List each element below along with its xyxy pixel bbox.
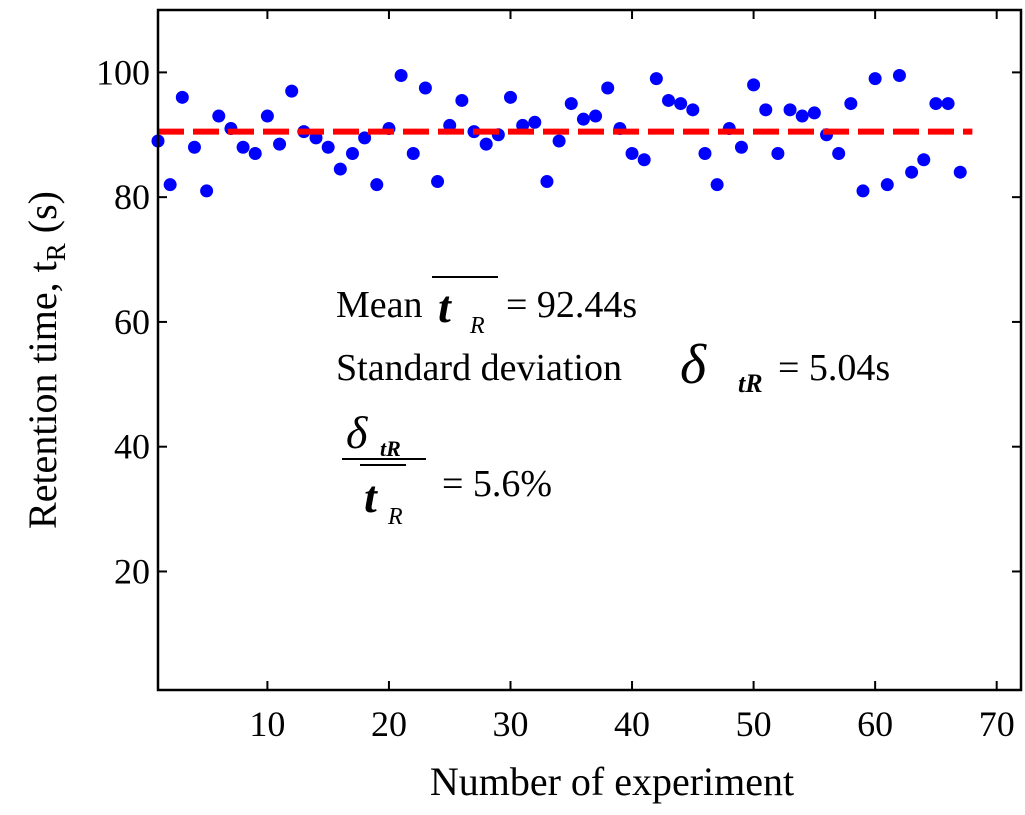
ratio-num-symbol: δ bbox=[346, 407, 368, 458]
y-axis-title-unit: (s) bbox=[20, 191, 65, 243]
data-point bbox=[358, 131, 372, 145]
data-point bbox=[564, 97, 578, 111]
data-point bbox=[175, 90, 189, 104]
data-point bbox=[832, 146, 846, 160]
data-point bbox=[528, 115, 542, 129]
mean-value: = 92.44s bbox=[506, 284, 637, 326]
data-point bbox=[807, 106, 821, 120]
data-point bbox=[479, 137, 493, 151]
x-tick-label: 50 bbox=[736, 704, 772, 744]
data-point bbox=[431, 175, 445, 189]
data-point bbox=[163, 178, 177, 192]
data-point bbox=[917, 153, 931, 167]
data-point bbox=[880, 178, 894, 192]
data-point bbox=[759, 103, 773, 117]
data-point bbox=[503, 90, 517, 104]
std-symbol: δ bbox=[680, 334, 707, 396]
data-point bbox=[710, 178, 724, 192]
data-point bbox=[686, 103, 700, 117]
annotation-mean: Mean t R = 92.44s bbox=[336, 276, 637, 339]
data-point bbox=[370, 178, 384, 192]
data-points bbox=[151, 69, 967, 198]
data-point bbox=[625, 146, 639, 160]
x-tick-label: 30 bbox=[492, 704, 528, 744]
axis-ticks: 10 20 30 40 50 60 70 20 40 60 80 100 bbox=[96, 10, 1021, 744]
data-point bbox=[674, 97, 688, 111]
data-point bbox=[795, 109, 809, 123]
data-point bbox=[856, 184, 870, 198]
y-tick-label: 20 bbox=[114, 551, 150, 591]
data-point bbox=[455, 93, 469, 107]
data-point bbox=[868, 72, 882, 86]
data-point bbox=[637, 153, 651, 167]
plot-frame bbox=[156, 8, 1023, 692]
x-tick-label: 40 bbox=[614, 704, 650, 744]
ratio-value: = 5.6% bbox=[442, 463, 552, 505]
ratio-den-symbol: t bbox=[364, 471, 378, 522]
data-point bbox=[333, 162, 347, 176]
data-point bbox=[236, 140, 250, 154]
y-axis-title-sub: R bbox=[41, 243, 71, 261]
data-point bbox=[698, 146, 712, 160]
mean-symbol: t bbox=[438, 281, 452, 332]
data-point bbox=[844, 97, 858, 111]
data-point bbox=[771, 146, 785, 160]
y-tick-label: 60 bbox=[114, 302, 150, 342]
x-tick-label: 10 bbox=[249, 704, 285, 744]
data-point bbox=[601, 81, 615, 95]
data-point bbox=[418, 81, 432, 95]
y-axis-title-main: Retention time, t bbox=[20, 261, 65, 529]
data-point bbox=[929, 97, 943, 111]
data-point bbox=[892, 69, 906, 83]
data-point bbox=[260, 109, 274, 123]
std-prefix: Standard deviation bbox=[336, 347, 622, 389]
data-point bbox=[905, 165, 919, 179]
data-point bbox=[649, 72, 663, 86]
data-point bbox=[747, 78, 761, 92]
x-tick-label: 60 bbox=[857, 704, 893, 744]
data-point bbox=[321, 140, 335, 154]
x-tick-label: 70 bbox=[979, 704, 1015, 744]
data-point bbox=[345, 146, 359, 160]
ratio-den-subscript: R bbox=[387, 504, 403, 530]
data-point bbox=[576, 112, 590, 126]
data-point bbox=[552, 134, 566, 148]
x-tick-label: 20 bbox=[371, 704, 407, 744]
y-tick-label: 80 bbox=[114, 177, 150, 217]
y-tick-label: 40 bbox=[114, 427, 150, 467]
std-subscript: tR bbox=[738, 369, 763, 398]
std-value: = 5.04s bbox=[778, 347, 890, 389]
data-point bbox=[285, 84, 299, 98]
data-point bbox=[187, 140, 201, 154]
data-point bbox=[248, 146, 262, 160]
data-point bbox=[406, 146, 420, 160]
mean-subscript: R bbox=[469, 313, 485, 339]
data-point bbox=[273, 137, 287, 151]
ratio-num-subscript: tR bbox=[380, 436, 401, 461]
data-point bbox=[540, 175, 554, 189]
data-point bbox=[662, 93, 676, 107]
data-point bbox=[734, 140, 748, 154]
data-point bbox=[941, 97, 955, 111]
y-tick-label: 100 bbox=[96, 52, 150, 92]
y-axis-title: Retention time, tR (s) bbox=[20, 191, 71, 529]
data-point bbox=[953, 165, 967, 179]
data-point bbox=[783, 103, 797, 117]
mean-prefix: Mean bbox=[336, 284, 423, 326]
data-point bbox=[394, 69, 408, 83]
annotation-std: Standard deviation δ tR = 5.04s bbox=[336, 334, 890, 398]
annotation-ratio: δ tR t R = 5.6% bbox=[342, 407, 552, 530]
data-point bbox=[589, 109, 603, 123]
data-point bbox=[212, 109, 226, 123]
data-point bbox=[200, 184, 214, 198]
x-axis-title: Number of experiment bbox=[430, 759, 794, 804]
